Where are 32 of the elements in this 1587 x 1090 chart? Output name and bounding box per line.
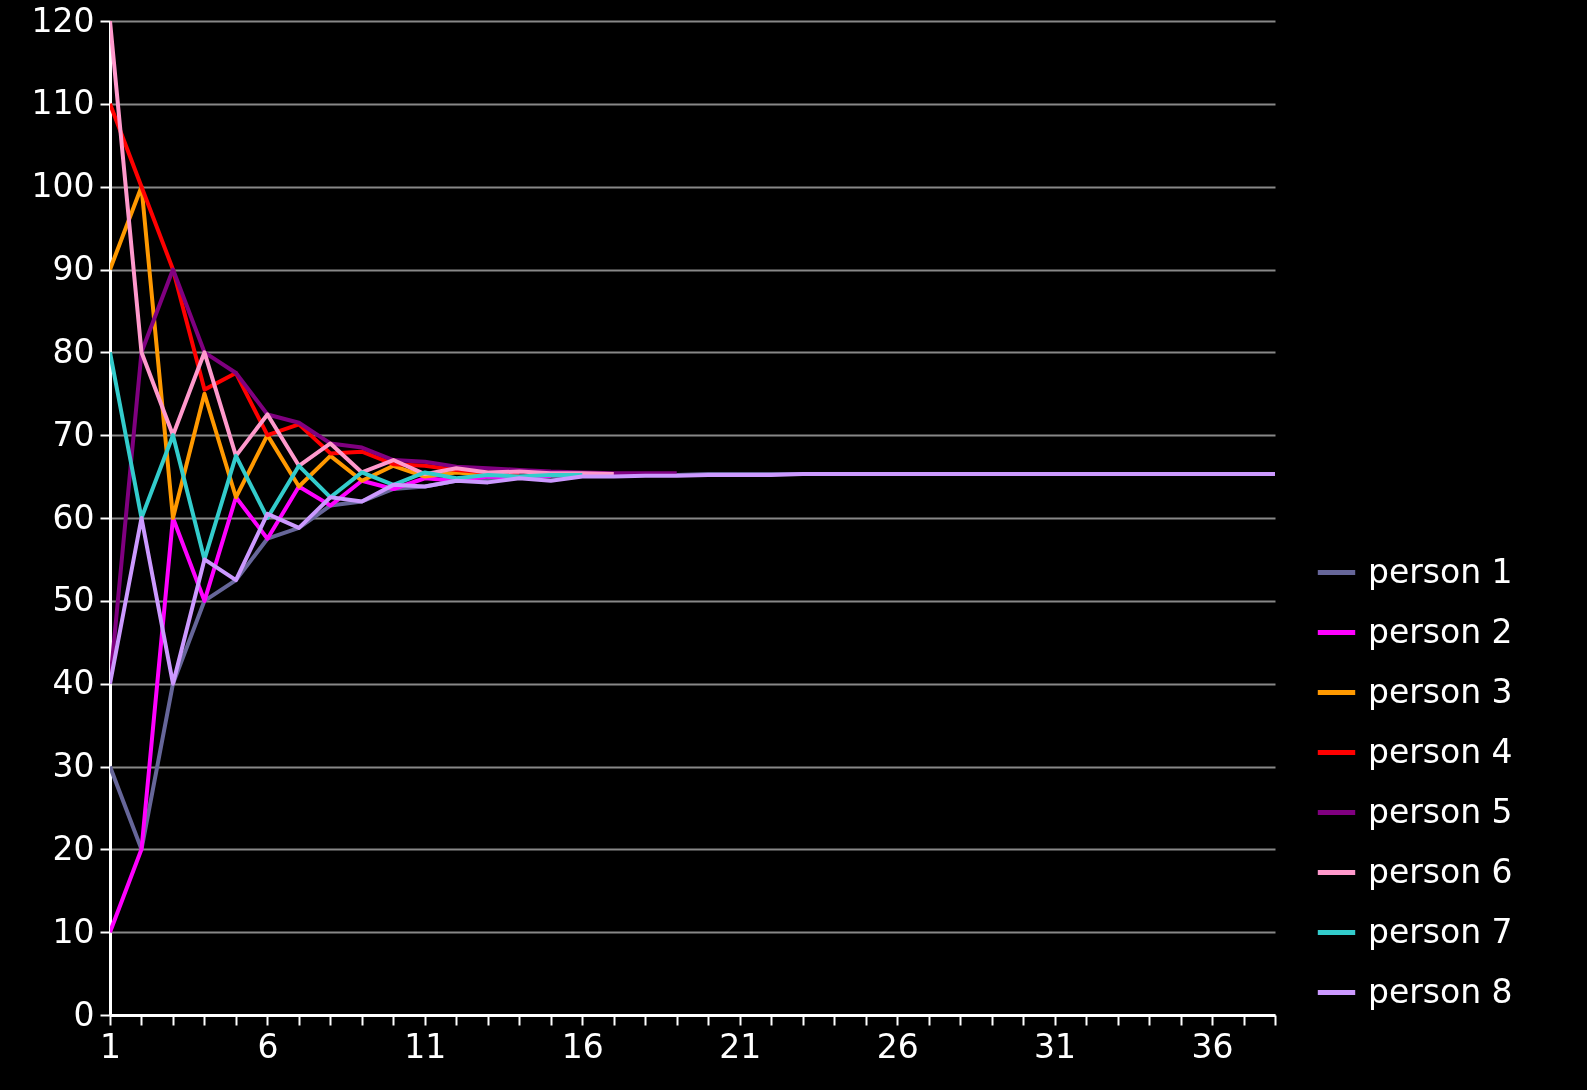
line-series	[110, 350, 585, 562]
y-tick-label: 70	[52, 414, 95, 454]
line-series	[110, 21, 616, 477]
legend-label: person 8	[1368, 971, 1513, 1011]
y-tick-label: 80	[52, 331, 95, 371]
x-tick-label: 6	[257, 1026, 279, 1066]
legend-label: person 3	[1368, 671, 1513, 711]
y-tick-label: 40	[52, 663, 95, 703]
y-tick-label: 10	[52, 911, 95, 951]
legend-label: person 2	[1368, 611, 1513, 651]
x-tick-label: 26	[876, 1026, 919, 1066]
y-tick-label: 120	[31, 0, 95, 40]
y-tick-label: 30	[52, 746, 95, 785]
y-tick-label: 90	[52, 249, 95, 288]
y-tick-label: 110	[31, 83, 95, 123]
legend-label: person 6	[1368, 851, 1513, 891]
y-tick-label: 20	[52, 828, 95, 868]
legend-label: person 1	[1368, 551, 1513, 591]
y-tick-label: 0	[73, 994, 95, 1034]
legend-label: person 4	[1368, 731, 1513, 771]
line-series	[110, 472, 1275, 686]
x-tick-label: 16	[561, 1026, 604, 1066]
x-tick-label: 1	[100, 1026, 121, 1066]
y-tick-label: 50	[52, 580, 95, 620]
x-tick-label: 31	[1034, 1026, 1077, 1066]
y-tick-label: 60	[52, 497, 95, 537]
y-tick-label: 100	[31, 166, 95, 206]
x-tick-label: 21	[719, 1026, 762, 1066]
x-tick-label: 36	[1191, 1026, 1234, 1066]
legend-label: person 7	[1368, 911, 1513, 951]
legend-label: person 5	[1368, 791, 1513, 831]
x-tick-label: 11	[404, 1026, 447, 1066]
